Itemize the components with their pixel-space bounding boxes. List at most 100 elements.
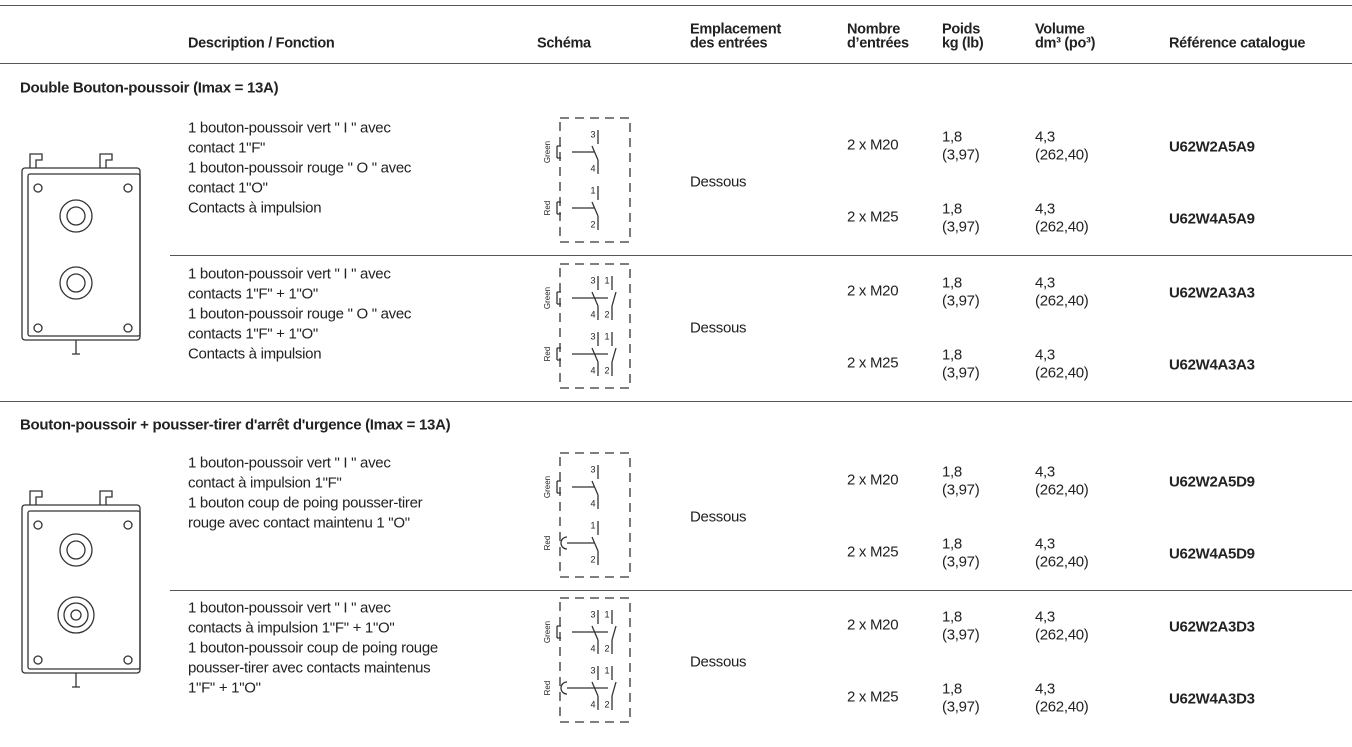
rule: [170, 255, 1352, 256]
schema-stroke: [591, 332, 599, 376]
description-line: 1 bouton-poussoir vert " I " avec: [188, 119, 391, 137]
description-line: contact à impulsion 1"F": [188, 474, 342, 492]
column-header: des entrées: [690, 35, 768, 52]
enclosure-image: [21, 153, 141, 355]
schema-label: 4: [590, 163, 595, 173]
entry-count: 2 x M20: [847, 282, 899, 300]
schema-stroke: [556, 347, 561, 361]
entry-count: 2 x M25: [847, 208, 899, 226]
schema-label: 1: [604, 609, 609, 619]
column-header: Poids: [942, 21, 980, 38]
volume: 4,3: [1035, 128, 1055, 146]
schema-label: 2: [604, 365, 609, 375]
entry-count: 2 x M25: [847, 688, 899, 706]
schema-label: Red: [543, 347, 552, 362]
schema-label: 3: [590, 129, 595, 139]
schema-stroke: [560, 681, 572, 695]
description-line: contact 1"F": [188, 139, 266, 157]
reference: U62W4A5A9: [1169, 210, 1255, 228]
description-line: 1 bouton-poussoir vert " I " avec: [188, 265, 391, 283]
volume: 4,3: [1035, 535, 1055, 553]
schema-label: Green: [543, 287, 552, 309]
weight: (3,97): [942, 553, 980, 571]
schema-box: [559, 263, 631, 389]
volume: (262,40): [1035, 146, 1089, 164]
enclosure-image: [21, 490, 141, 688]
schema-box: [559, 452, 631, 578]
description-line: 1"F" + 1"O": [188, 679, 261, 697]
schema-label: Red: [543, 681, 552, 696]
schema-stroke: [591, 465, 599, 509]
schema-stroke: [591, 276, 599, 320]
schema-label: 3: [590, 609, 595, 619]
entry-location: Dessous: [690, 173, 747, 191]
schema-stroke: [591, 610, 599, 654]
weight: (3,97): [942, 292, 980, 310]
volume: 4,3: [1035, 608, 1055, 626]
entry-location: Dessous: [690, 508, 747, 526]
schema-label: Green: [543, 141, 552, 163]
weight: (3,97): [942, 481, 980, 499]
section-title: Double Bouton-poussoir (Imax = 13A): [20, 79, 279, 97]
schema-label: 4: [590, 498, 595, 508]
rule: [170, 590, 1352, 591]
schema-stroke: [556, 480, 561, 494]
schema-label: 1: [604, 331, 609, 341]
description-line: 1 bouton coup de poing pousser-tirer: [188, 494, 423, 512]
weight: 1,8: [942, 128, 962, 146]
volume: 4,3: [1035, 463, 1055, 481]
rule: [0, 401, 1352, 402]
schema-box: [559, 117, 631, 243]
weight: 1,8: [942, 274, 962, 292]
schema-label: 2: [590, 219, 595, 229]
description-line: 1 bouton-poussoir rouge " O " avec: [188, 159, 412, 177]
volume: 4,3: [1035, 346, 1055, 364]
description-line: 1 bouton-poussoir vert " I " avec: [188, 454, 391, 472]
weight: (3,97): [942, 698, 980, 716]
volume: 4,3: [1035, 680, 1055, 698]
schema-stroke: [611, 610, 617, 654]
schema-stroke: [611, 276, 617, 320]
column-header: Référence catalogue: [1169, 35, 1306, 52]
schema-stroke: [560, 536, 572, 550]
entry-count: 2 x M25: [847, 354, 899, 372]
column-header: kg (lb): [942, 35, 984, 52]
schema-stroke: [556, 291, 561, 305]
schema-label: 4: [590, 309, 595, 319]
volume: (262,40): [1035, 626, 1089, 644]
schema-label: 1: [604, 665, 609, 675]
description-line: 1 bouton-poussoir vert " I " avec: [188, 599, 391, 617]
description-line: rouge avec contact maintenu 1 "O": [188, 514, 410, 532]
schema-label: 2: [604, 309, 609, 319]
entry-count: 2 x M20: [847, 616, 899, 634]
weight: 1,8: [942, 463, 962, 481]
weight: 1,8: [942, 346, 962, 364]
description-line: contacts 1"F" + 1"O": [188, 325, 318, 343]
schema-label: 3: [590, 464, 595, 474]
column-header: Emplacement: [690, 21, 781, 38]
volume: (262,40): [1035, 364, 1089, 382]
column-header: dm³ (po³): [1035, 35, 1096, 52]
rule: [0, 5, 1352, 6]
volume: (262,40): [1035, 481, 1089, 499]
weight: (3,97): [942, 626, 980, 644]
description-line: contacts à impulsion 1"F" + 1"O": [188, 619, 395, 637]
section-title: Bouton-poussoir + pousser-tirer d'arrêt …: [20, 416, 451, 434]
column-header: d’entrées: [847, 35, 909, 52]
schema-box: [559, 597, 631, 723]
weight: 1,8: [942, 680, 962, 698]
reference: U62W4A3D3: [1169, 690, 1255, 708]
weight: 1,8: [942, 535, 962, 553]
schema-label: Green: [543, 621, 552, 643]
weight: 1,8: [942, 608, 962, 626]
entry-location: Dessous: [690, 653, 747, 671]
reference: U62W2A3D3: [1169, 618, 1255, 636]
volume: (262,40): [1035, 698, 1089, 716]
schema-label: Green: [543, 476, 552, 498]
weight: 1,8: [942, 200, 962, 218]
entry-location: Dessous: [690, 319, 747, 337]
description-line: Contacts à impulsion: [188, 345, 322, 363]
schema-label: Red: [543, 201, 552, 216]
